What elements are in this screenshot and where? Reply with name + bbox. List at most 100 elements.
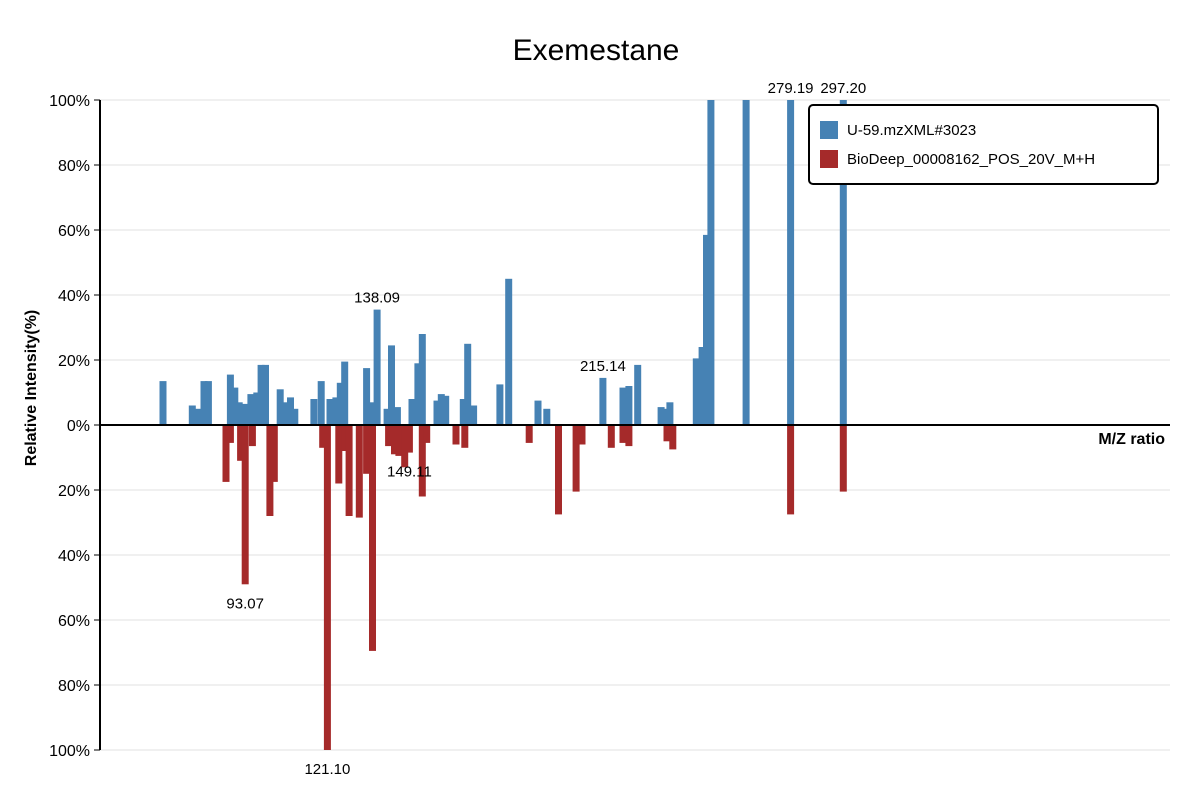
bar-series-1 bbox=[634, 364, 642, 425]
bar-series-1 bbox=[599, 377, 607, 425]
bar-series-2 bbox=[452, 425, 460, 445]
legend: U-59.mzXML#3023 BioDeep_00008162_POS_20V… bbox=[808, 104, 1159, 185]
peak-label-series-1: 215.14 bbox=[580, 358, 626, 375]
axes bbox=[99, 100, 1170, 750]
bar-series-1 bbox=[698, 347, 706, 425]
bar-series-1 bbox=[543, 408, 551, 426]
bar-series-1 bbox=[459, 399, 467, 425]
bar-series-1 bbox=[619, 387, 627, 425]
bar-series-2 bbox=[418, 425, 426, 497]
bar-series-2 bbox=[226, 425, 234, 443]
y-tick-label: 100% bbox=[49, 93, 90, 110]
y-tick-label: 40% bbox=[58, 548, 90, 565]
bar-series-1 bbox=[235, 402, 243, 426]
bar-series-1 bbox=[408, 399, 416, 425]
bar-series-1 bbox=[418, 334, 426, 425]
bar-series-1 bbox=[666, 402, 674, 426]
y-tick-label: 80% bbox=[58, 678, 90, 695]
bar-series-1 bbox=[373, 309, 381, 425]
bar-series-2 bbox=[341, 425, 349, 451]
y-tick-label: 20% bbox=[58, 353, 90, 370]
chart-title: Exemestane bbox=[513, 34, 680, 67]
y-ticks: 100% 80% 60% 40% 20% 0% 20% 40% 60% 80% 100% bbox=[49, 93, 100, 760]
bar-series-1 bbox=[414, 363, 422, 426]
bar-series-1 bbox=[442, 395, 450, 426]
bar-series-1 bbox=[625, 386, 633, 425]
bar-series-1 bbox=[534, 400, 542, 425]
bar-series-1 bbox=[657, 407, 665, 425]
bar-series-2 bbox=[787, 425, 795, 515]
bar-series-2 bbox=[323, 425, 331, 750]
bar-series-1 bbox=[496, 384, 504, 425]
y-tick-label: 40% bbox=[58, 288, 90, 305]
bar-series-1 bbox=[291, 408, 299, 426]
bar-series-2 bbox=[237, 425, 245, 461]
bar-series-1 bbox=[317, 381, 325, 425]
bar-series-1 bbox=[282, 402, 290, 426]
bar-series-1 bbox=[363, 368, 371, 425]
y-tick-label: 20% bbox=[58, 483, 90, 500]
bar-series-1 bbox=[159, 381, 167, 425]
bar-series-2 bbox=[525, 425, 533, 443]
bar-series-1 bbox=[257, 364, 265, 425]
bar-series-2 bbox=[578, 425, 586, 445]
bar-series-2 bbox=[222, 425, 230, 482]
bar-series-2 bbox=[839, 425, 847, 492]
bar-series-2 bbox=[248, 425, 256, 447]
bar-series-2 bbox=[241, 425, 249, 585]
grid-lines bbox=[100, 99, 1170, 751]
bar-series-2 bbox=[669, 425, 677, 450]
bar-series-1 bbox=[662, 408, 669, 426]
x-axis-title: M/Z ratio bbox=[1098, 431, 1165, 448]
bar-series-2 bbox=[335, 425, 343, 484]
bar-series-2 bbox=[461, 425, 469, 448]
y-tick-label: 80% bbox=[58, 158, 90, 175]
bar-series-2 bbox=[663, 425, 671, 442]
bar-series-1 bbox=[200, 381, 208, 425]
bar-series-1 bbox=[692, 358, 700, 425]
bar-series-2 bbox=[266, 425, 274, 516]
bar-series-2 bbox=[619, 425, 627, 443]
bar-series-1 bbox=[188, 405, 196, 425]
bar-series-2 bbox=[405, 425, 413, 453]
bar-series-1 bbox=[437, 394, 445, 425]
peak-label-series-2: 149.11 bbox=[387, 464, 432, 481]
bar-series-1 bbox=[707, 100, 715, 425]
bar-series-1 bbox=[204, 381, 212, 425]
bar-series-2 bbox=[270, 425, 278, 482]
peak-label-series-1: 279.19 bbox=[768, 80, 814, 97]
bars-group bbox=[159, 100, 847, 750]
bar-series-1 bbox=[367, 402, 375, 426]
bar-series-1 bbox=[231, 387, 239, 425]
y-axis-title: Relative Intensity(%) bbox=[23, 310, 40, 466]
peak-label-series-2: 93.07 bbox=[226, 595, 264, 612]
bar-series-2 bbox=[423, 425, 431, 443]
peak-label-series-1: 138.09 bbox=[354, 290, 400, 307]
y-tick-label: 0% bbox=[67, 418, 90, 435]
bar-series-1 bbox=[393, 407, 401, 425]
peak-labels: 138.09 215.14 279.19 297.20 93.07 121.10 149.1… bbox=[226, 80, 866, 778]
bar-series-2 bbox=[607, 425, 615, 448]
peak-label-series-2: 121.10 bbox=[304, 761, 350, 778]
bar-series-2 bbox=[385, 425, 393, 447]
bar-series-2 bbox=[395, 425, 403, 456]
bar-series-2 bbox=[319, 425, 327, 448]
legend-label-series-1: U-59.mzXML#3023 bbox=[847, 122, 976, 139]
bar-series-1 bbox=[310, 399, 318, 425]
bar-series-1 bbox=[388, 345, 395, 425]
bar-series-1 bbox=[326, 399, 334, 425]
bar-series-2 bbox=[345, 425, 353, 516]
bar-series-1 bbox=[742, 100, 750, 425]
bar-series-2 bbox=[401, 425, 409, 468]
legend-label-series-2: BioDeep_00008162_POS_20V_M+H bbox=[847, 151, 1095, 168]
bar-series-2 bbox=[555, 425, 562, 515]
bar-series-2 bbox=[572, 425, 580, 492]
bar-series-1 bbox=[253, 392, 261, 425]
bar-series-1 bbox=[336, 382, 344, 426]
bar-series-2 bbox=[355, 425, 363, 518]
bar-series-1 bbox=[247, 394, 255, 425]
legend-swatch-series-2 bbox=[820, 150, 838, 168]
bar-series-1 bbox=[787, 100, 795, 425]
y-tick-label: 60% bbox=[58, 223, 90, 240]
